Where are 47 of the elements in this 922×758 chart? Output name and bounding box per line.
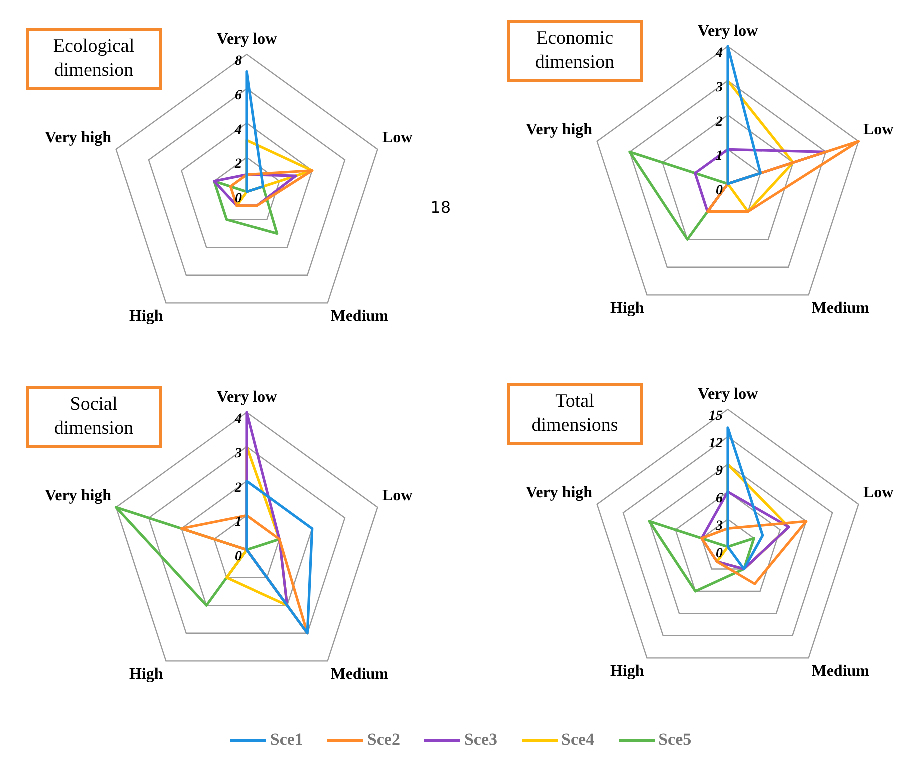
legend-label: Sce2 — [367, 730, 400, 750]
y-tick-label: 6 — [235, 88, 242, 104]
text: Social dimension — [26, 386, 162, 448]
spoke-label: Very high — [526, 484, 593, 502]
y-tick-label: 9 — [716, 464, 723, 480]
y-tick-label: 4 — [715, 46, 723, 62]
y-tick-label: 2 — [715, 114, 723, 130]
legend-label: Sce4 — [562, 730, 595, 750]
y-tick-label: 1 — [235, 515, 242, 530]
y-tick-label: 3 — [234, 446, 242, 462]
text: Economic dimension — [507, 20, 643, 82]
y-tick-label: 12 — [709, 436, 723, 452]
spoke-label: High — [129, 666, 164, 683]
spoke-label: Very high — [45, 130, 112, 147]
spoke-label: Medium — [330, 308, 390, 325]
y-tick-label: 2 — [234, 480, 242, 496]
spoke-label: Very high — [526, 122, 593, 139]
y-tick-label: 8 — [235, 54, 242, 70]
text: Ecological dimension — [26, 28, 162, 90]
y-tick-label: 4 — [234, 412, 242, 428]
y-tick-label: 6 — [716, 492, 723, 507]
spoke-label: Low — [382, 130, 414, 147]
spoke-label: Low — [382, 488, 414, 505]
y-tick-label: 2 — [234, 157, 242, 172]
y-tick-label: 4 — [234, 122, 242, 138]
legend-label: Sce5 — [658, 730, 692, 750]
spoke-label: Medium — [330, 666, 390, 683]
spoke-label: Low — [863, 484, 894, 502]
spoke-label: Very low — [698, 386, 759, 404]
spoke-label: Very low — [698, 23, 759, 40]
spoke-label: Low — [863, 122, 894, 139]
spoke-label: Very high — [45, 488, 112, 505]
y-tick-label: 3 — [715, 80, 723, 96]
y-tick-label: 1 — [716, 149, 723, 164]
y-tick-label: 3 — [715, 519, 723, 534]
y-tick-label: 15 — [709, 409, 723, 424]
spoke-label: Very low — [216, 389, 278, 406]
spoke-label: Medium — [812, 300, 870, 317]
legend-label: Sce3 — [464, 730, 498, 750]
spoke-label: High — [610, 300, 644, 317]
spoke-label: High — [129, 308, 164, 325]
spoke-label: Very low — [216, 31, 278, 48]
spoke-label: Medium — [812, 662, 870, 680]
spoke-label: High — [610, 662, 644, 680]
legend-label: Sce1 — [270, 730, 304, 750]
text: 18 — [430, 198, 451, 217]
text: Total dimensions — [507, 383, 643, 445]
